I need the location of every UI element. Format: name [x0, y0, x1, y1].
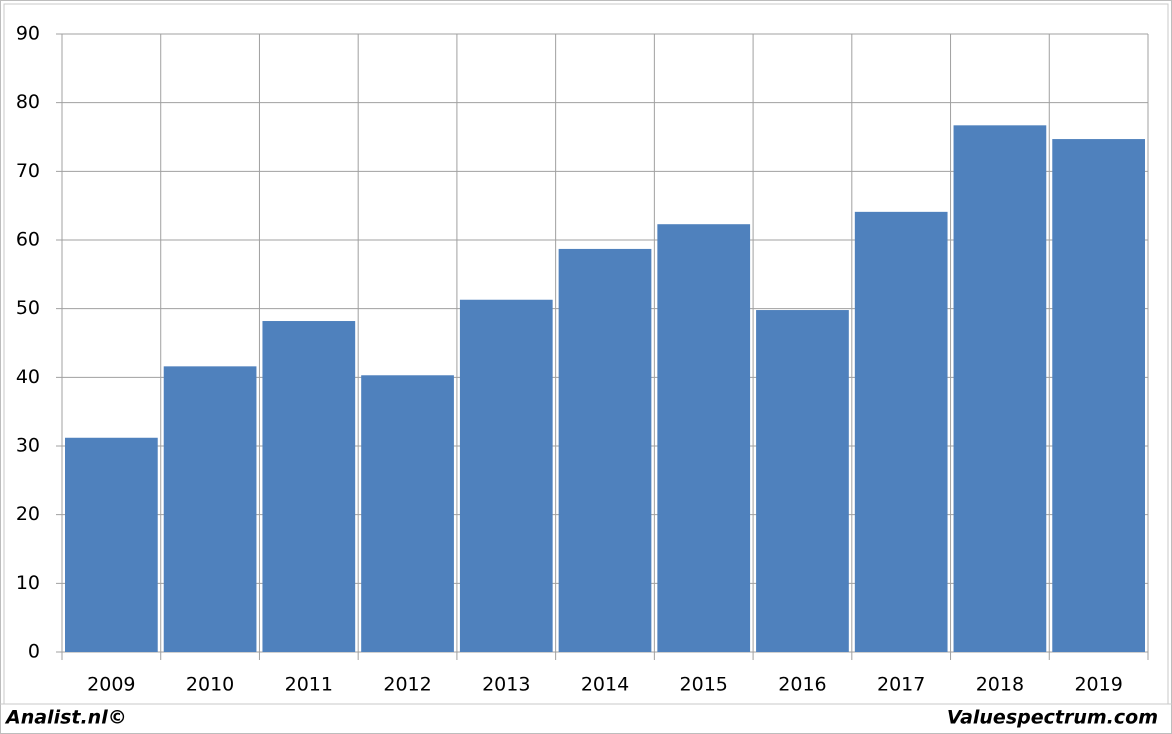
x-tick-label: 2019 [1074, 674, 1122, 696]
bar [459, 299, 553, 652]
x-tick-label: 2017 [877, 674, 925, 696]
bar [657, 224, 751, 652]
bar [163, 366, 257, 652]
x-tick-label: 2015 [680, 674, 728, 696]
bar [854, 211, 948, 652]
bar [65, 437, 158, 652]
y-tick-label: 50 [16, 297, 40, 319]
y-tick-label: 60 [16, 229, 40, 251]
y-tick-label: 80 [16, 91, 40, 113]
y-tick-label: 0 [28, 641, 40, 663]
y-tick-label: 40 [16, 366, 40, 388]
x-tick-label: 2016 [778, 674, 826, 696]
bar [756, 310, 849, 652]
footer-right: Valuespectrum.com [947, 707, 1158, 729]
bar [953, 125, 1047, 653]
y-tick-label: 70 [16, 160, 40, 182]
y-tick-label: 30 [16, 435, 40, 457]
bar [262, 321, 356, 652]
x-tick-label: 2018 [976, 674, 1024, 696]
x-tick-label: 2013 [482, 674, 530, 696]
x-tick-label: 2014 [581, 674, 629, 696]
y-tick-label: 20 [16, 503, 40, 525]
bar [558, 248, 652, 652]
bar [1052, 139, 1145, 652]
x-tick-label: 2009 [87, 674, 135, 696]
y-tick-label: 90 [16, 23, 40, 45]
x-tick-label: 2012 [383, 674, 431, 696]
footer-left: Analist.nl© [4, 707, 127, 729]
y-tick-label: 10 [16, 572, 40, 594]
x-tick-label: 2011 [285, 674, 333, 696]
x-tick-label: 2010 [186, 674, 234, 696]
bar [361, 375, 454, 652]
